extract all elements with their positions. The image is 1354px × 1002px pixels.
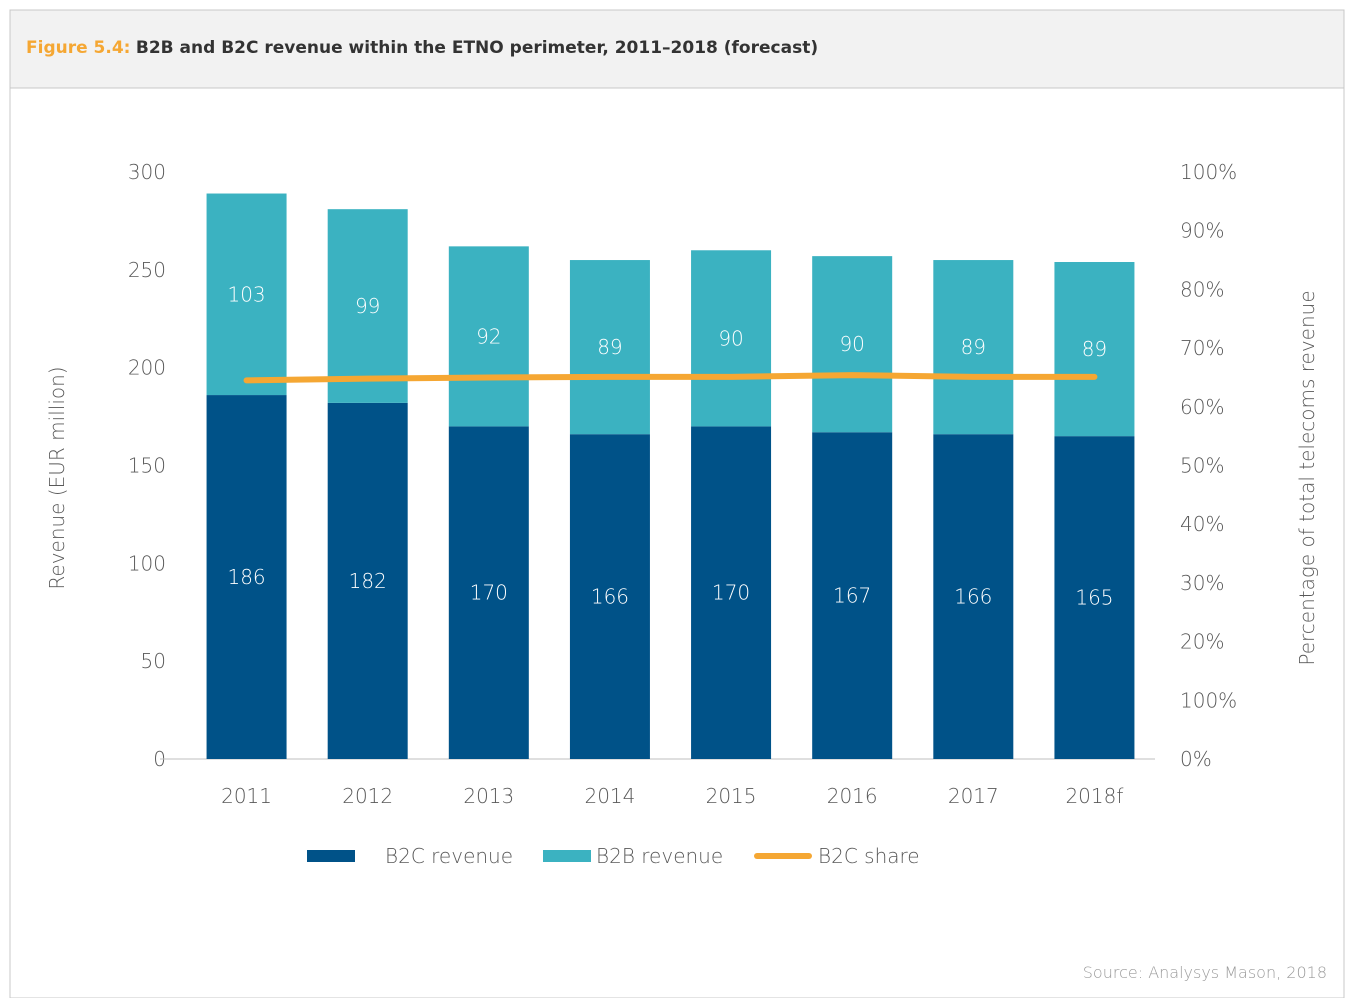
- y2-tick-label: 30%: [1180, 571, 1224, 595]
- y2-tick-label: 70%: [1180, 336, 1224, 360]
- value-label: 90: [718, 326, 743, 350]
- x-tick-label: 2012: [342, 784, 393, 808]
- y-tick-label: 50: [141, 649, 166, 673]
- bar: [448, 426, 529, 759]
- figure-number: Figure 5.4:: [26, 38, 130, 58]
- value-label: 165: [1075, 586, 1113, 610]
- y-axis-label: Revenue (EUR million): [45, 366, 69, 589]
- bar: [448, 246, 529, 427]
- bar: [691, 250, 772, 427]
- y2-tick-label: 60%: [1180, 395, 1224, 419]
- bar: [569, 260, 650, 435]
- value-label: 89: [1082, 337, 1107, 361]
- legend-label: B2C revenue: [385, 844, 513, 868]
- x-tick-label: 2018f: [1065, 784, 1123, 808]
- value-label: 89: [961, 335, 986, 359]
- y2-tick-label: 20%: [1180, 630, 1224, 654]
- bar: [206, 395, 287, 759]
- y2-tick-label: 100%: [1180, 160, 1237, 184]
- bar: [933, 434, 1014, 759]
- y-tick-label: 250: [128, 258, 166, 282]
- y2-tick-label: 0%: [1180, 747, 1212, 771]
- value-label: 182: [349, 569, 387, 593]
- legend-label: B2B revenue: [596, 844, 723, 868]
- value-label: 90: [839, 332, 864, 356]
- value-label: 89: [597, 335, 622, 359]
- value-label: 166: [591, 585, 629, 609]
- value-label: 186: [227, 565, 265, 589]
- legend-label: B2C share: [818, 844, 920, 868]
- x-tick-label: 2011: [221, 784, 272, 808]
- value-label: 170: [712, 581, 750, 605]
- y2-tick-label: 100%: [1180, 688, 1237, 712]
- value-label: 166: [954, 585, 992, 609]
- value-label: 99: [355, 294, 380, 318]
- y-tick-label: 300: [128, 160, 166, 184]
- bar: [1054, 436, 1135, 759]
- value-label: 167: [833, 584, 871, 608]
- y-tick-label: 0: [153, 747, 166, 771]
- y-tick-label: 200: [128, 356, 166, 380]
- legend-swatch: [543, 850, 591, 862]
- y2-tick-label: 80%: [1180, 277, 1224, 301]
- header-band: [9, 9, 1345, 89]
- bar: [569, 434, 650, 759]
- bar: [933, 260, 1014, 435]
- value-label: 103: [227, 282, 265, 306]
- bar: [812, 256, 893, 433]
- x-tick-label: 2017: [948, 784, 999, 808]
- y2-tick-label: 50%: [1180, 454, 1224, 478]
- legend-swatch: [307, 850, 355, 862]
- x-tick-label: 2015: [706, 784, 757, 808]
- y-tick-label: 100: [128, 551, 166, 575]
- value-label: 170: [470, 581, 508, 605]
- y2-tick-label: 90%: [1180, 219, 1224, 243]
- header: Figure 5.4: B2B and B2C revenue within t…: [26, 38, 818, 58]
- x-tick-label: 2013: [463, 784, 514, 808]
- y2-tick-label: 40%: [1180, 512, 1224, 536]
- bar: [812, 432, 893, 759]
- bar: [1054, 262, 1135, 437]
- y2-axis-label: Percentage of total telecoms revenue: [1295, 290, 1319, 665]
- bar: [327, 209, 408, 403]
- y-tick-label: 150: [128, 454, 166, 478]
- x-tick-label: 2016: [827, 784, 878, 808]
- bar: [327, 402, 408, 759]
- value-label: 92: [476, 324, 501, 348]
- bar: [691, 426, 772, 759]
- figure-title: B2B and B2C revenue within the ETNO peri…: [136, 38, 818, 58]
- source: Source: Analysys Mason, 2018: [1083, 963, 1327, 982]
- x-tick-label: 2014: [584, 784, 635, 808]
- bar: [206, 193, 287, 396]
- line: [243, 372, 1098, 384]
